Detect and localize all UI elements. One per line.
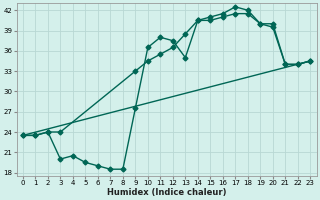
X-axis label: Humidex (Indice chaleur): Humidex (Indice chaleur) bbox=[107, 188, 226, 197]
